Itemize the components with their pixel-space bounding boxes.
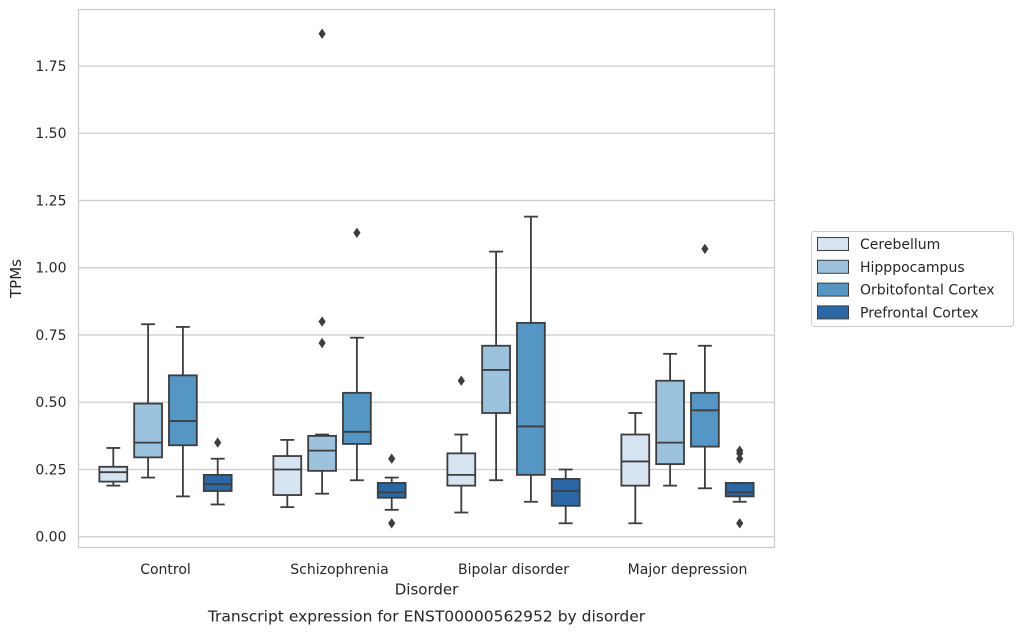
chart-caption: Transcript expression for ENST0000056295… (207, 608, 646, 626)
legend-label: Prefrontal Cortex (860, 305, 979, 321)
box-0-3 (202, 437, 233, 506)
box-1-0 (272, 438, 303, 509)
box-0-2 (168, 326, 198, 498)
box-0-0 (98, 447, 129, 487)
box-iqr (620, 433, 651, 487)
legend: Cerebellum Hipppocampus Orbitofontal Corte… (811, 231, 1014, 327)
box-3-1 (655, 352, 685, 487)
box-iqr (202, 473, 233, 492)
outlier-point (736, 453, 744, 464)
y-tick-label: 0.00 (35, 530, 66, 546)
box-iqr (516, 321, 546, 476)
y-tick-label: 0.50 (35, 395, 66, 411)
box-2-0 (446, 375, 477, 514)
legend-label: Hipppocampus (860, 260, 965, 276)
x-tick-label: Major depression (628, 562, 748, 578)
y-tick-label: 0.25 (35, 462, 66, 478)
box-3-0 (620, 412, 651, 525)
legend-label: Cerebellum (860, 237, 940, 253)
box-iqr (307, 434, 337, 472)
outlier-point (457, 375, 465, 386)
outlier-point (388, 453, 396, 464)
y-tick-label: 1.50 (35, 126, 66, 142)
legend-frame (811, 231, 1014, 327)
box-2-2 (516, 215, 546, 503)
box-1-2 (342, 227, 372, 482)
legend-label: Orbitofontal Cortex (860, 283, 995, 299)
outlier-point (353, 227, 361, 238)
box-3-2 (690, 243, 720, 490)
x-tick-labels: Control Schizophrenia Bipolar disorder Majo… (140, 562, 747, 578)
box-iqr (98, 465, 129, 483)
legend-swatch (817, 282, 849, 297)
y-tick-label: 1.25 (35, 193, 66, 209)
outlier-point (701, 243, 709, 255)
box-2-3 (550, 468, 581, 525)
outlier-point (388, 518, 396, 529)
y-axis-label: TPMs (7, 259, 25, 299)
box-iqr (481, 344, 511, 414)
y-tick-labels: 0.00 0.25 0.50 0.75 1.00 1.25 1.50 1.75 (35, 59, 66, 546)
box-3-3 (724, 445, 755, 529)
outlier-point (214, 437, 222, 448)
box-iqr (272, 455, 303, 496)
box-iqr (168, 374, 198, 447)
x-tick-label: Control (140, 562, 191, 578)
x-axis-label: Disorder (395, 581, 459, 599)
box-iqr (724, 482, 755, 498)
box-1-1 (307, 28, 337, 495)
box-iqr (690, 391, 720, 448)
box-iqr (376, 482, 407, 499)
box-2-1 (481, 250, 511, 482)
x-tick-label: Bipolar disorder (458, 562, 569, 578)
outlier-point (318, 316, 326, 327)
box-iqr (342, 391, 372, 445)
x-tick-label: Schizophrenia (290, 562, 388, 578)
legend-swatch (817, 237, 849, 251)
box-1-3 (376, 453, 407, 529)
box-iqr (446, 452, 477, 487)
box-iqr (655, 379, 685, 466)
boxes (98, 28, 755, 529)
outlier-point (736, 518, 744, 529)
box-iqr (550, 478, 581, 507)
outlier-point (318, 28, 326, 39)
outlier-point (736, 445, 744, 456)
box-iqr (133, 402, 163, 459)
box-0-1 (133, 323, 163, 479)
legend-swatch (817, 305, 849, 320)
y-tick-label: 1.75 (35, 59, 66, 75)
legend-swatch (817, 259, 849, 274)
outlier-point (318, 337, 326, 349)
y-tick-label: 1.00 (35, 261, 66, 277)
y-tick-label: 0.75 (35, 328, 66, 344)
plot-frame (77, 8, 776, 549)
